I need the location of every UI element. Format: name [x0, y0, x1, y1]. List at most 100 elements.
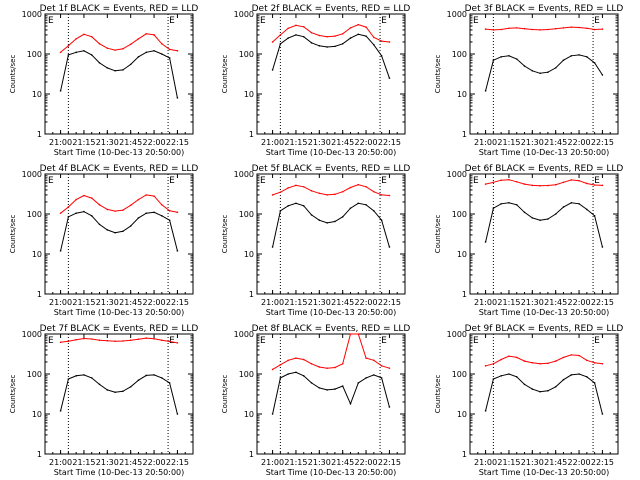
data-point-lld	[593, 184, 596, 186]
x-tick-label: 21:45	[119, 138, 142, 147]
data-point-events	[145, 212, 148, 214]
data-point-events	[593, 215, 596, 217]
y-tick-label: 100	[452, 370, 467, 379]
data-point-events	[75, 212, 77, 214]
data-point-events	[562, 59, 565, 61]
data-point-lld	[137, 198, 140, 201]
series-line-events	[60, 211, 178, 251]
data-point-events	[562, 378, 565, 381]
corner-mark: E	[594, 16, 600, 26]
data-point-events	[145, 51, 148, 54]
data-point-lld	[593, 28, 596, 31]
y-tick-label: 1	[249, 450, 254, 459]
x-tick-label: 22:15	[591, 298, 614, 307]
detector-panel-3: Det 3f BLACK = Events, RED = LLD 1 10 100 10…	[434, 4, 623, 157]
data-point-lld	[388, 41, 391, 43]
data-point-events	[531, 217, 534, 219]
y-tick-label: 1	[462, 290, 467, 299]
x-tick-label: 21:30	[308, 458, 331, 467]
panel-title: Det 9f BLACK = Events, RED = LLD	[465, 324, 624, 334]
data-point-events	[388, 406, 391, 408]
y-tick-label: 100	[239, 370, 254, 379]
data-point-lld	[500, 179, 502, 181]
data-point-events	[302, 35, 305, 38]
data-point-lld	[279, 34, 282, 36]
data-point-lld	[153, 34, 155, 36]
data-point-events	[570, 202, 573, 204]
x-tick-label: 21:15	[497, 138, 520, 147]
data-point-lld	[302, 25, 305, 28]
x-tick-label: 21:00	[474, 458, 497, 467]
data-point-events	[271, 246, 274, 248]
data-point-lld	[310, 31, 313, 34]
data-point-lld	[145, 337, 148, 339]
panel-title: Det 3f BLACK = Events, RED = LLD	[465, 4, 624, 14]
data-point-events	[122, 390, 124, 393]
data-point-events	[500, 202, 502, 205]
data-point-events	[326, 222, 328, 224]
data-point-events	[318, 387, 321, 389]
y-tick-label: 100	[452, 50, 467, 59]
detector-panel-7: Det 7f BLACK = Events, RED = LLD 1 10 100 10…	[9, 324, 198, 477]
data-point-events	[586, 208, 588, 211]
data-point-events	[137, 56, 140, 58]
data-point-events	[83, 374, 85, 376]
data-point-lld	[90, 35, 93, 38]
y-tick-label: 10	[457, 410, 467, 419]
data-point-events	[508, 373, 510, 375]
detector-panel-8: Det 8f BLACK = Events, RED = LLD 1 10 100 10…	[221, 324, 410, 477]
data-point-events	[137, 217, 140, 219]
data-point-lld	[586, 27, 588, 30]
data-point-events	[295, 202, 297, 205]
data-point-lld	[547, 362, 549, 365]
data-point-lld	[586, 359, 588, 362]
data-point-lld	[357, 333, 360, 335]
data-point-lld	[365, 26, 367, 28]
data-point-events	[578, 54, 580, 56]
data-point-lld	[593, 362, 596, 364]
y-axis-label: Counts/sec	[221, 375, 229, 414]
data-point-lld	[122, 47, 124, 50]
data-point-events	[168, 219, 171, 221]
data-point-lld	[349, 27, 352, 29]
y-tick-label: 1	[37, 290, 42, 299]
y-tick-label: 10	[244, 90, 254, 99]
y-tick-label: 1000	[447, 10, 467, 19]
data-point-lld	[570, 26, 573, 28]
data-point-lld	[326, 35, 328, 38]
data-point-lld	[341, 190, 344, 193]
data-point-events	[357, 202, 360, 205]
data-point-events	[168, 57, 171, 59]
series-line-lld	[60, 33, 178, 53]
data-point-events	[601, 74, 604, 76]
data-point-lld	[380, 40, 383, 42]
data-point-events	[554, 213, 557, 215]
data-point-events	[114, 231, 116, 234]
data-point-lld	[484, 365, 487, 367]
data-point-lld	[168, 210, 171, 212]
y-tick-label: 1	[37, 450, 42, 459]
data-point-lld	[176, 211, 179, 214]
series-line-lld	[485, 354, 603, 367]
data-point-events	[334, 388, 336, 390]
y-tick-label: 1	[37, 130, 42, 139]
data-point-events	[176, 250, 179, 252]
data-point-events	[145, 374, 148, 377]
data-point-events	[59, 410, 62, 412]
data-point-events	[129, 225, 132, 227]
data-point-lld	[129, 339, 132, 341]
x-tick-label: 21:00	[261, 138, 284, 147]
x-tick-label: 22:15	[591, 138, 614, 147]
y-tick-label: 1000	[22, 170, 42, 179]
x-tick-label: 22:15	[166, 298, 189, 307]
data-point-lld	[334, 193, 336, 196]
data-point-lld	[500, 28, 502, 31]
series-line-events	[485, 373, 603, 415]
x-tick-label: 21:00	[261, 298, 284, 307]
data-point-events	[310, 382, 313, 384]
data-point-events	[562, 206, 565, 208]
data-point-lld	[539, 184, 541, 187]
data-point-events	[302, 205, 305, 207]
panel-title: Det 2f BLACK = Events, RED = LLD	[252, 4, 411, 14]
data-point-events	[586, 56, 588, 58]
